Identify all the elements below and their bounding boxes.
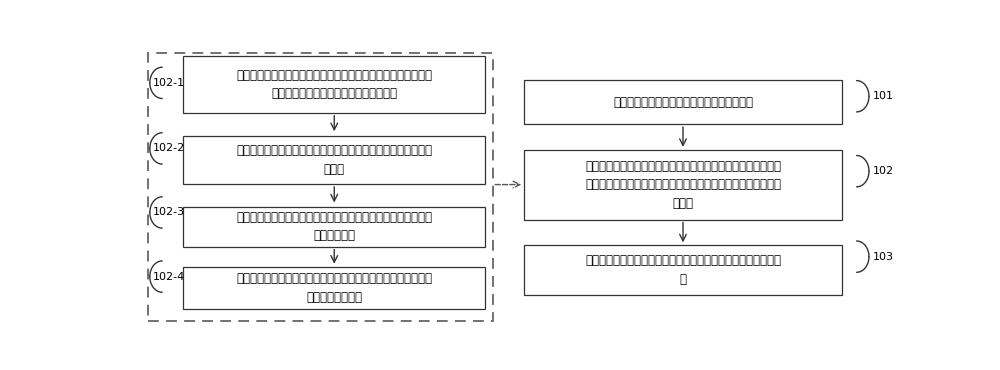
Text: 根据各发电商的边际成本和市场出清价格，获取各发电商的勒纳
指数值: 根据各发电商的边际成本和市场出清价格，获取各发电商的勒纳 指数值 xyxy=(236,144,432,175)
Text: 根据各发电商的勒纳指数值和剩余供应率指数值，确定各发电商
的数据测试指数值: 根据各发电商的勒纳指数值和剩余供应率指数值，确定各发电商 的数据测试指数值 xyxy=(236,272,432,304)
FancyBboxPatch shape xyxy=(524,245,842,295)
Text: 基于报价数据信息，获取各发电商的边际成本、各发电商的发电
容量、市场出清价格以及市场总负荷需求: 基于报价数据信息，获取各发电商的边际成本、各发电商的发电 容量、市场出清价格以及… xyxy=(236,68,432,100)
FancyBboxPatch shape xyxy=(183,207,485,247)
Text: 103: 103 xyxy=(873,252,894,262)
Text: 101: 101 xyxy=(873,91,894,101)
Text: 102-3: 102-3 xyxy=(153,208,185,218)
FancyBboxPatch shape xyxy=(183,267,485,309)
Text: 102-4: 102-4 xyxy=(153,272,185,282)
Text: 102: 102 xyxy=(873,166,894,176)
FancyBboxPatch shape xyxy=(183,56,485,113)
FancyBboxPatch shape xyxy=(524,80,842,124)
Text: 根据各发电商的发电容量市场总负荷需求，获取各发电商的剩余
供应率指数值: 根据各发电商的发电容量市场总负荷需求，获取各发电商的剩余 供应率指数值 xyxy=(236,211,432,242)
FancyBboxPatch shape xyxy=(183,135,485,184)
Text: 102-2: 102-2 xyxy=(153,144,185,154)
Text: 102-1: 102-1 xyxy=(153,78,185,88)
FancyBboxPatch shape xyxy=(524,150,842,220)
Text: 获取电力现货市场中各发电商的报价数据信息: 获取电力现货市场中各发电商的报价数据信息 xyxy=(613,95,753,108)
Text: 根据各发电商的数据测试指数值，确定各发电商是否存在持留行
为: 根据各发电商的数据测试指数值，确定各发电商是否存在持留行 为 xyxy=(585,255,781,286)
Text: 基于报价数据信息对各发电商进行数据测试，获得各发电商的数
据测试指数值；其中数据测试包括勒纳指数测试和剩余供应率指
数测试: 基于报价数据信息对各发电商进行数据测试，获得各发电商的数 据测试指数值；其中数据… xyxy=(585,160,781,210)
